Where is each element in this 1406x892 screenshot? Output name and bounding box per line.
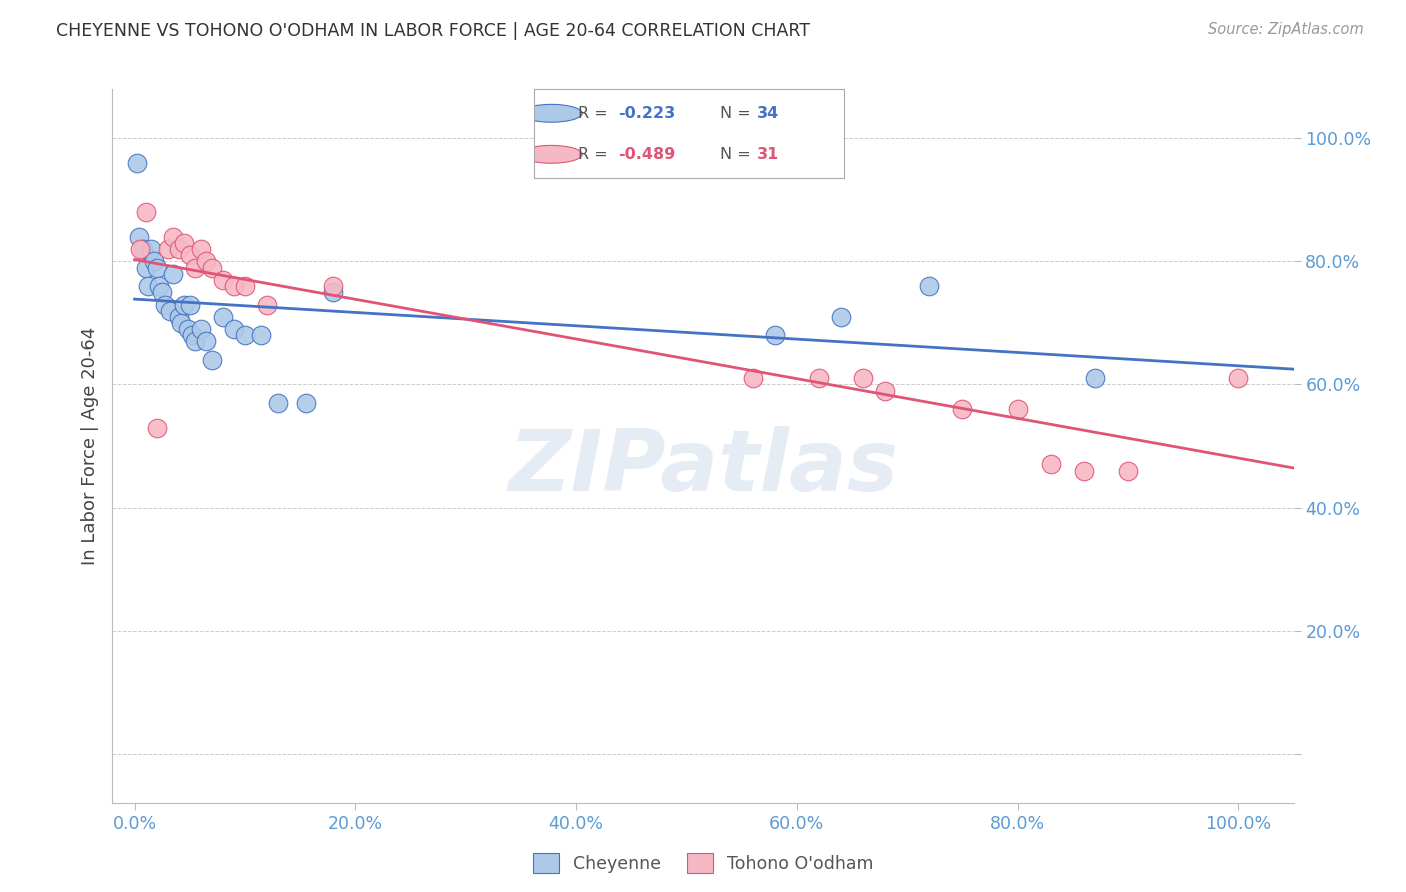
Text: R =: R = bbox=[578, 106, 613, 120]
Point bbox=[294, 396, 316, 410]
Point bbox=[267, 396, 290, 410]
Point bbox=[1073, 464, 1095, 478]
Point bbox=[807, 371, 830, 385]
Text: 31: 31 bbox=[756, 147, 779, 161]
Point bbox=[179, 297, 201, 311]
Point bbox=[212, 273, 235, 287]
Text: CHEYENNE VS TOHONO O'ODHAM IN LABOR FORCE | AGE 20-64 CORRELATION CHART: CHEYENNE VS TOHONO O'ODHAM IN LABOR FORC… bbox=[56, 22, 810, 40]
Point bbox=[875, 384, 897, 398]
Point bbox=[135, 260, 157, 275]
Legend: Cheyenne, Tohono O'odham: Cheyenne, Tohono O'odham bbox=[526, 846, 880, 880]
Point bbox=[201, 352, 224, 367]
Point bbox=[1007, 402, 1029, 417]
Text: -0.489: -0.489 bbox=[617, 147, 675, 161]
Point bbox=[1039, 458, 1062, 472]
Point bbox=[139, 242, 162, 256]
Text: N =: N = bbox=[720, 147, 756, 161]
Point bbox=[190, 322, 212, 336]
Point bbox=[195, 254, 218, 268]
Point bbox=[167, 242, 190, 256]
Point bbox=[136, 279, 159, 293]
Point bbox=[212, 310, 235, 324]
Circle shape bbox=[520, 145, 582, 163]
Point bbox=[181, 328, 204, 343]
Point bbox=[125, 156, 148, 170]
Point bbox=[128, 230, 150, 244]
Text: -0.223: -0.223 bbox=[617, 106, 675, 120]
Point bbox=[201, 260, 224, 275]
Point bbox=[1116, 464, 1139, 478]
Point bbox=[132, 242, 155, 256]
Point bbox=[173, 297, 195, 311]
Point bbox=[148, 279, 170, 293]
Point bbox=[918, 279, 941, 293]
Point bbox=[190, 242, 212, 256]
Point bbox=[322, 279, 344, 293]
Point bbox=[167, 310, 190, 324]
Point bbox=[159, 303, 181, 318]
Circle shape bbox=[520, 104, 582, 122]
Point bbox=[763, 328, 786, 343]
Point bbox=[233, 328, 256, 343]
Point bbox=[179, 248, 201, 262]
Y-axis label: In Labor Force | Age 20-64: In Labor Force | Age 20-64 bbox=[80, 326, 98, 566]
Point bbox=[129, 242, 152, 256]
Text: R =: R = bbox=[578, 147, 613, 161]
Point bbox=[145, 260, 167, 275]
Point bbox=[222, 322, 245, 336]
Point bbox=[1227, 371, 1250, 385]
Point bbox=[184, 260, 207, 275]
Point bbox=[830, 310, 852, 324]
Point bbox=[143, 254, 166, 268]
Point bbox=[170, 316, 193, 330]
Point bbox=[950, 402, 973, 417]
Point bbox=[145, 420, 167, 434]
Point bbox=[256, 297, 278, 311]
Point bbox=[135, 205, 157, 219]
Point bbox=[195, 334, 218, 349]
Point bbox=[233, 279, 256, 293]
Point bbox=[322, 285, 344, 300]
Point bbox=[155, 297, 177, 311]
Point bbox=[176, 322, 198, 336]
Text: Source: ZipAtlas.com: Source: ZipAtlas.com bbox=[1208, 22, 1364, 37]
Text: 34: 34 bbox=[756, 106, 779, 120]
Point bbox=[184, 334, 207, 349]
Point bbox=[156, 242, 179, 256]
Point bbox=[250, 328, 273, 343]
Point bbox=[162, 230, 184, 244]
Point bbox=[173, 235, 195, 250]
Point bbox=[162, 267, 184, 281]
Text: N =: N = bbox=[720, 106, 756, 120]
Point bbox=[150, 285, 173, 300]
Point bbox=[222, 279, 245, 293]
Point bbox=[852, 371, 875, 385]
Point bbox=[741, 371, 763, 385]
Text: ZIPatlas: ZIPatlas bbox=[508, 425, 898, 509]
Point bbox=[1084, 371, 1107, 385]
